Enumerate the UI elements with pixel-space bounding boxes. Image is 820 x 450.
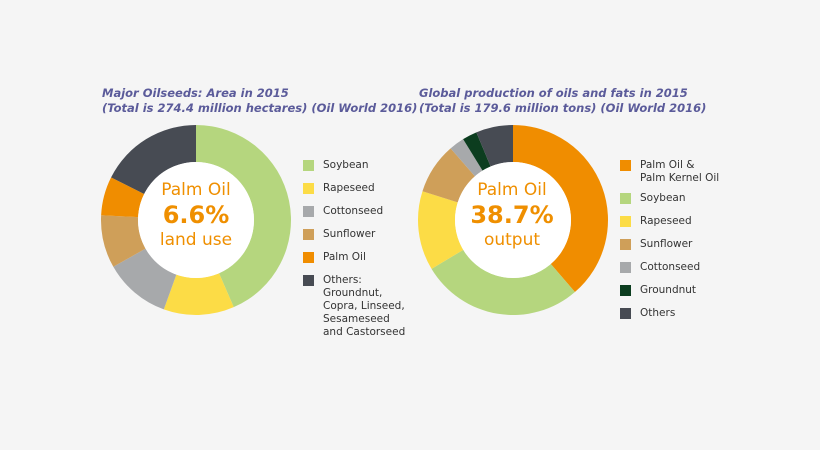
legend-item: Sunflower [620,238,719,251]
legend-label: Cottonseed [640,261,701,273]
donut-center-label: Palm Oil 6.6% land use [136,180,256,250]
center-value: 38.7% [470,201,554,229]
slice-soybean [196,125,291,308]
slice-rapeseed [163,273,234,315]
slice-palm-oil [513,125,608,293]
legend-item: Groundnut [620,284,719,297]
legend-label: Groundnut [640,284,697,296]
legend-label: Palm Oil & Palm Kernel Oil [640,159,720,184]
legend-item: Others: Groundnut, Copra, Linseed, Sesam… [303,274,405,339]
legend-label: Palm Oil [323,251,366,263]
legend-swatch [303,252,314,263]
legend-item: Soybean [620,192,719,205]
legend-label: Sunflower [323,228,376,240]
slice-sunflower [101,215,146,267]
legend-label: Others [640,307,676,319]
donut-hole [455,162,571,278]
legend-swatch [620,285,631,296]
legend-label: Soybean [323,159,369,171]
legend-swatch [620,308,631,319]
title-line-2: (Total is 179.6 million tons) (Oil World… [419,101,707,115]
legend-item: Palm Oil [303,251,405,264]
slice-cottonseed [450,139,483,177]
slice-others [476,125,513,167]
donut-center-label: Palm Oil 38.7% output [452,180,572,250]
legend-item: Cottonseed [620,261,719,274]
title-line-2: (Total is 274.4 million hectares) (Oil W… [102,101,418,115]
center-top-text: Palm Oil [477,180,547,200]
legend-item: Cottonseed [303,205,405,218]
center-top-text: Palm Oil [161,180,231,200]
legend-label: Sunflower [640,238,693,250]
title-line-1: Major Oilseeds: Area in 2015 [102,86,289,100]
chart-title: Major Oilseeds: Area in 2015 (Total is 2… [102,86,417,116]
legend-swatch [303,206,314,217]
donut-hole [138,162,254,278]
legend-swatch [620,262,631,273]
slice-groundnut [463,132,491,171]
slice-cottonseed [113,248,177,310]
legend-swatch [303,183,314,194]
legend-item: Others [620,307,719,320]
slice-palm-oil [101,177,145,218]
slice-rapeseed [418,191,464,269]
legend: Soybean Rapeseed Cottonseed Sunflower Palm O… [303,159,405,346]
legend-label: Others: Groundnut, Copra, Linseed, Sesam… [323,274,406,338]
center-bottom-text: land use [159,230,233,250]
legend-swatch [620,216,631,227]
legend-item: Soybean [303,159,405,172]
slice-sunflower [422,148,475,203]
legend-label: Cottonseed [323,205,384,217]
legend-label: Soybean [640,192,686,204]
legend-item: Palm Oil & Palm Kernel Oil [620,159,719,185]
center-bottom-text: output [483,230,541,250]
legend-swatch [620,193,631,204]
legend-swatch [303,229,314,240]
legend: Palm Oil & Palm Kernel Oil Soybean Rapesee… [620,159,719,330]
legend-swatch [620,239,631,250]
slice-soybean [431,249,575,315]
legend-item: Rapeseed [303,182,405,195]
legend-item: Rapeseed [620,215,719,228]
title-line-1: Global production of oils and fats in 20… [419,86,688,100]
legend-label: Rapeseed [323,182,375,194]
legend-label: Rapeseed [640,215,692,227]
slice-others [111,125,196,194]
legend-swatch [620,160,631,171]
chart-title: Global production of oils and fats in 20… [419,86,706,116]
legend-swatch [303,275,314,286]
center-value: 6.6% [162,201,230,229]
legend-item: Sunflower [303,228,405,241]
legend-swatch [303,160,314,171]
